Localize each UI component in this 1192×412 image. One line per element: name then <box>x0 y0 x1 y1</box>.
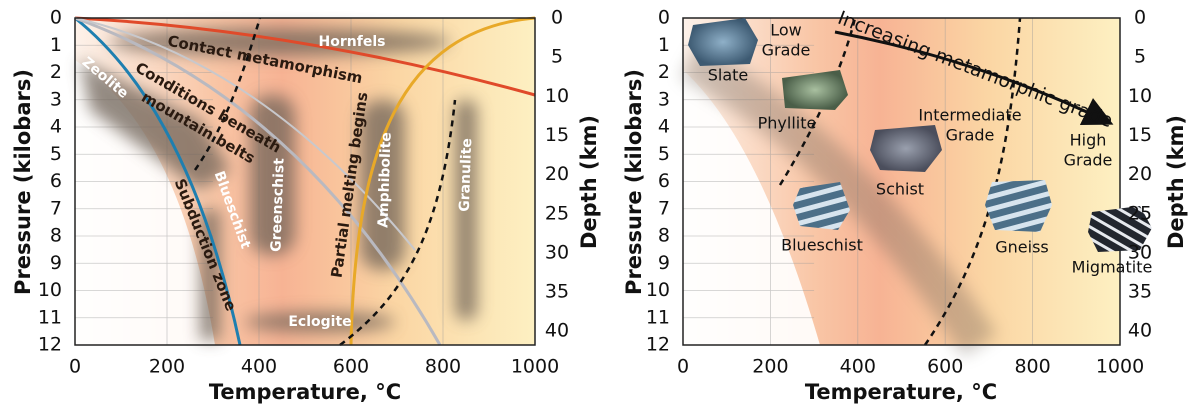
region-label: Greenschist <box>268 158 287 253</box>
x-tick-label: 600 <box>927 356 963 378</box>
y-tick-label: 6 <box>50 170 62 192</box>
y2-tick-label: 40 <box>1128 320 1152 342</box>
y-tick-label: 7 <box>50 197 62 219</box>
region-label: Eclogite <box>288 314 351 330</box>
y-tick-label: 5 <box>658 143 670 165</box>
y-axis-title: Pressure (kilobars) <box>622 69 646 295</box>
x-tick-label: 600 <box>333 356 369 378</box>
y-tick-label: 5 <box>50 143 62 165</box>
y-tick-label: 10 <box>646 279 670 301</box>
rock-label: Intermediate <box>918 106 1021 125</box>
y2-tick-label: 35 <box>1128 281 1152 303</box>
y-tick-label: 3 <box>658 88 670 110</box>
y2-tick-label: 0 <box>551 7 563 29</box>
y-axis-title: Pressure (kilobars) <box>11 69 35 295</box>
rock-label: Gneiss <box>995 238 1049 257</box>
figure: Hornfels Contact metamorphism Zeolite Co… <box>0 0 1192 408</box>
y2-tick-label: 20 <box>545 163 569 185</box>
y2-tick-label: 0 <box>1134 7 1146 29</box>
y-tick-label: 2 <box>50 61 62 83</box>
y-tick-label: 12 <box>646 334 670 356</box>
y-tick-label: 10 <box>38 279 62 301</box>
rock-gneiss <box>985 180 1052 232</box>
x-axis-title: Temperature, °C <box>209 380 401 404</box>
x-tick-label: 0 <box>69 356 81 378</box>
y-tick-label: 1 <box>658 34 670 56</box>
y2-tick-label: 25 <box>545 202 569 224</box>
y-tick-label: 11 <box>38 306 62 328</box>
y-tick-label: 8 <box>50 225 62 247</box>
y2-tick-label: 10 <box>545 85 569 107</box>
x-tick-label: 200 <box>752 356 788 378</box>
x-axis-title: Temperature, °C <box>805 380 997 404</box>
rock-label: Grade <box>946 126 995 145</box>
y2-tick-label: 5 <box>1134 46 1146 68</box>
y-tick-label: 0 <box>658 7 670 29</box>
y-tick-label: 9 <box>658 252 670 274</box>
rock-label: Grade <box>762 41 811 60</box>
region-label: Granulite <box>457 138 476 212</box>
rock-label: Low <box>770 21 802 40</box>
y-tick-label: 3 <box>50 88 62 110</box>
rock-label: Phyllite <box>758 114 817 133</box>
y-tick-label: 6 <box>658 170 670 192</box>
x-tick-label: 1000 <box>1096 356 1144 378</box>
x-tick-label: 400 <box>241 356 277 378</box>
y2-tick-label: 25 <box>1128 202 1152 224</box>
x-tick-label: 400 <box>840 356 876 378</box>
rock-slate <box>688 18 758 66</box>
rock-blueschist <box>793 182 850 230</box>
y2-tick-label: 30 <box>1128 241 1152 263</box>
rock-label: High <box>1070 131 1107 150</box>
rock-label: Blueschist <box>781 236 863 255</box>
y-tick-label: 0 <box>50 7 62 29</box>
y2-tick-label: 5 <box>551 46 563 68</box>
x-tick-label: 800 <box>425 356 461 378</box>
region-label: Hornfels <box>319 34 386 50</box>
y2-tick-label: 15 <box>1128 124 1152 146</box>
y2-tick-label: 30 <box>545 241 569 263</box>
y-tick-label: 11 <box>646 306 670 328</box>
rock-label: Schist <box>876 180 924 199</box>
right-plot: Slate Low Grade Increasing metamorphic g… <box>622 7 1188 404</box>
y-tick-label: 12 <box>38 334 62 356</box>
y2-tick-label: 20 <box>1128 163 1152 185</box>
y-tick-label: 9 <box>50 252 62 274</box>
y-tick-label: 2 <box>658 61 670 83</box>
y2-tick-label: 15 <box>545 124 569 146</box>
y-tick-label: 7 <box>658 197 670 219</box>
x-tick-label: 200 <box>149 356 185 378</box>
region-label: Amphibolite <box>375 132 394 228</box>
rock-label: Slate <box>708 66 749 85</box>
x-tick-label: 800 <box>1014 356 1050 378</box>
y2-axis-title: Depth (km) <box>1164 115 1188 249</box>
y2-tick-label: 40 <box>545 320 569 342</box>
y2-axis-title: Depth (km) <box>577 115 601 249</box>
left-plot: Hornfels Contact metamorphism Zeolite Co… <box>11 18 601 404</box>
x-tick-label: 0 <box>677 356 689 378</box>
y2-tick-label: 10 <box>1128 85 1152 107</box>
y-tick-label: 4 <box>50 116 62 138</box>
y-tick-label: 1 <box>50 34 62 56</box>
rock-label: Grade <box>1064 151 1113 170</box>
y2-tick-label: 35 <box>545 281 569 303</box>
y-tick-label: 8 <box>658 225 670 247</box>
y-tick-label: 4 <box>658 116 670 138</box>
x-tick-label: 1000 <box>511 356 559 378</box>
